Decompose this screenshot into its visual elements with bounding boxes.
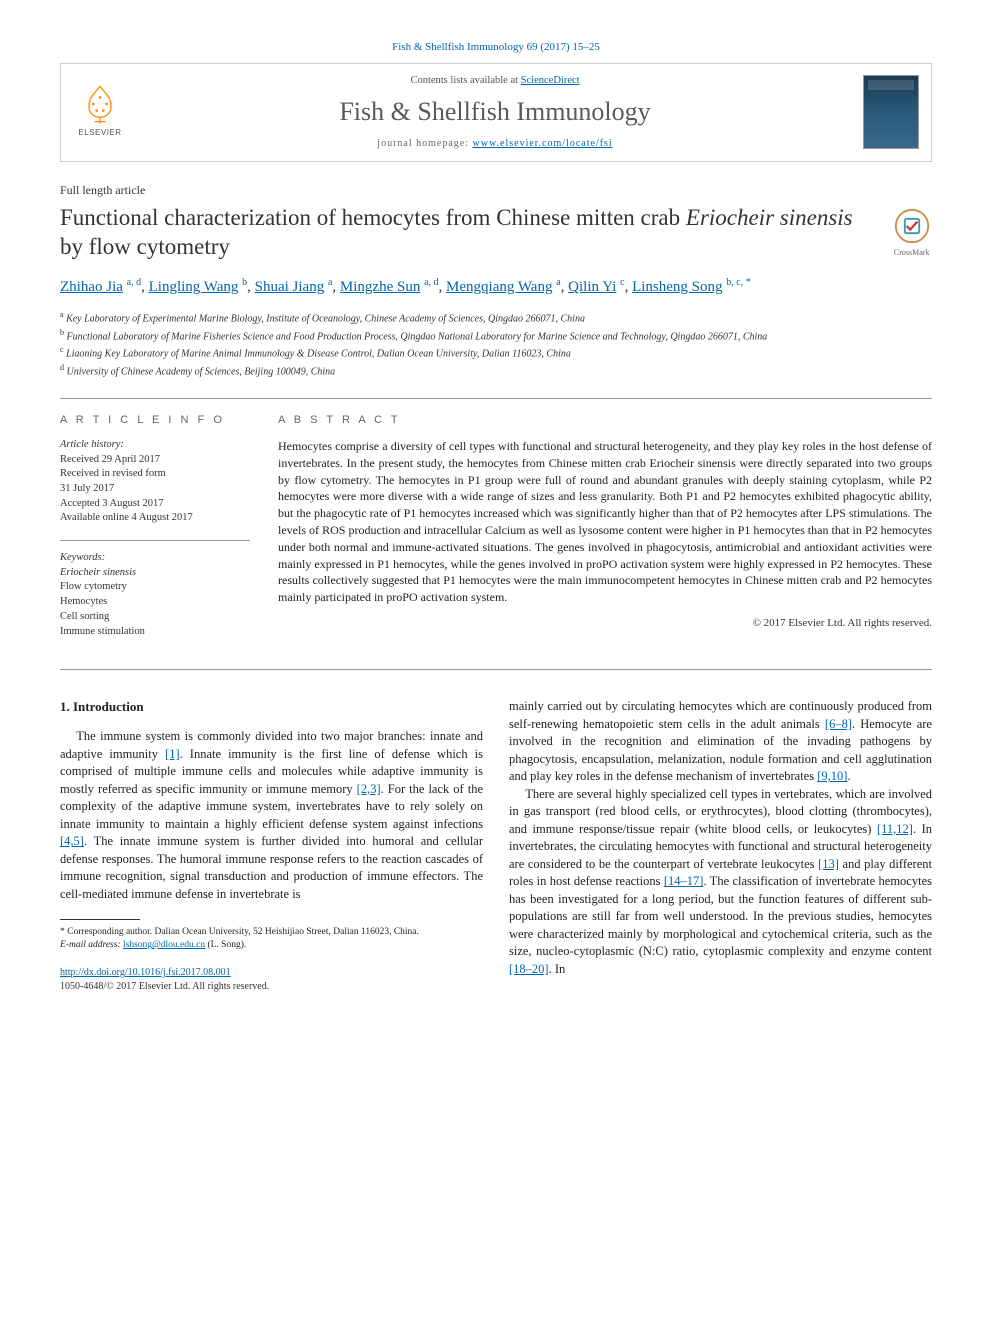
ref-9-10[interactable]: [9,10] xyxy=(817,769,847,783)
homepage-link[interactable]: www.elsevier.com/locate/fsi xyxy=(473,138,613,149)
author-link[interactable]: Lingling Wang xyxy=(149,279,239,295)
title-part1: Functional characterization of hemocytes… xyxy=(60,205,686,230)
contents-available-line: Contents lists available at ScienceDirec… xyxy=(141,74,849,88)
article-info-header: A R T I C L E I N F O xyxy=(60,413,250,428)
ref-6-8[interactable]: [6–8] xyxy=(825,717,852,731)
crossmark-icon xyxy=(894,208,930,244)
ref-2-3[interactable]: [2,3] xyxy=(357,782,381,796)
ref-18-20[interactable]: [18–20] xyxy=(509,962,549,976)
intro-para-1-left: The immune system is commonly divided in… xyxy=(60,728,483,903)
doi-block: http://dx.doi.org/10.1016/j.fsi.2017.08.… xyxy=(60,966,483,994)
header-citation: Fish & Shellfish Immunology 69 (2017) 15… xyxy=(60,40,932,55)
title-part3: by flow cytometry xyxy=(60,234,230,259)
intro-para-2: There are several highly specialized cel… xyxy=(509,786,932,979)
email-label: E-mail address: xyxy=(60,940,121,950)
abstract-column: A B S T R A C T Hemocytes comprise a div… xyxy=(278,413,932,653)
email-link[interactable]: lshsong@dlou.edu.cn xyxy=(123,940,205,950)
crossmark-badge[interactable]: CrossMark xyxy=(891,208,932,259)
footnote-email: E-mail address: lshsong@dlou.edu.cn (L. … xyxy=(60,939,483,952)
homepage-prefix: journal homepage: xyxy=(377,138,472,149)
author-link[interactable]: Mingzhe Sun xyxy=(340,279,420,295)
body-col-right: mainly carried out by circulating hemocy… xyxy=(509,698,932,994)
crossmark-label: CrossMark xyxy=(891,248,932,259)
ref-14-17[interactable]: [14–17] xyxy=(664,874,704,888)
author-link[interactable]: Qilin Yi xyxy=(568,279,616,295)
abstract-text: Hemocytes comprise a diversity of cell t… xyxy=(278,438,932,606)
title-italic: Eriocheir sinensis xyxy=(686,205,853,230)
ref-1[interactable]: [1] xyxy=(165,747,180,761)
article-title: Functional characterization of hemocytes… xyxy=(60,204,879,262)
doi-link[interactable]: http://dx.doi.org/10.1016/j.fsi.2017.08.… xyxy=(60,967,231,978)
elsevier-logo: ELSEVIER xyxy=(73,82,127,142)
email-suffix: (L. Song). xyxy=(207,940,246,950)
ref-13[interactable]: [13] xyxy=(818,857,839,871)
article-info-column: A R T I C L E I N F O Article history: R… xyxy=(60,413,250,653)
body-col-left: 1. Introduction The immune system is com… xyxy=(60,698,483,994)
info-rule xyxy=(60,540,250,541)
author-link[interactable]: Mengqiang Wang xyxy=(446,279,552,295)
author-link[interactable]: Shuai Jiang xyxy=(255,279,325,295)
affiliations-list: a Key Laboratory of Experimental Marine … xyxy=(60,309,932,380)
sciencedirect-link[interactable]: ScienceDirect xyxy=(521,75,580,86)
authors-list: Zhihao Jia a, d, Lingling Wang b, Shuai … xyxy=(60,275,932,299)
footnote-rule xyxy=(60,919,140,920)
contents-box: ELSEVIER Contents lists available at Sci… xyxy=(60,63,932,162)
journal-cover-thumb xyxy=(863,75,919,149)
doi-copyright: 1050-4648/© 2017 Elsevier Ltd. All right… xyxy=(60,980,483,994)
elsevier-tree-icon xyxy=(78,82,122,126)
ref-11-12[interactable]: [11,12] xyxy=(877,822,913,836)
elsevier-name: ELSEVIER xyxy=(78,128,121,139)
keywords-label: Keywords: xyxy=(60,551,250,566)
journal-name: Fish & Shellfish Immunology xyxy=(141,94,849,129)
history-label: Article history: xyxy=(60,438,250,453)
contents-prefix: Contents lists available at xyxy=(410,75,520,86)
abstract-header: A B S T R A C T xyxy=(278,413,932,428)
intro-heading: 1. Introduction xyxy=(60,698,483,716)
abstract-copyright: © 2017 Elsevier Ltd. All rights reserved… xyxy=(278,616,932,631)
intro-para-1-right: mainly carried out by circulating hemocy… xyxy=(509,698,932,786)
author-link[interactable]: Linsheng Song xyxy=(632,279,722,295)
keywords-lines: Eriocheir sinensisFlow cytometryHemocyte… xyxy=(60,566,250,639)
footnote-corresponding: * Corresponding author. Dalian Ocean Uni… xyxy=(60,926,483,939)
author-link[interactable]: Zhihao Jia xyxy=(60,279,123,295)
history-lines: Received 29 April 2017Received in revise… xyxy=(60,453,250,526)
homepage-line: journal homepage: www.elsevier.com/locat… xyxy=(141,137,849,151)
ref-4-5[interactable]: [4,5] xyxy=(60,834,84,848)
article-type: Full length article xyxy=(60,182,932,198)
